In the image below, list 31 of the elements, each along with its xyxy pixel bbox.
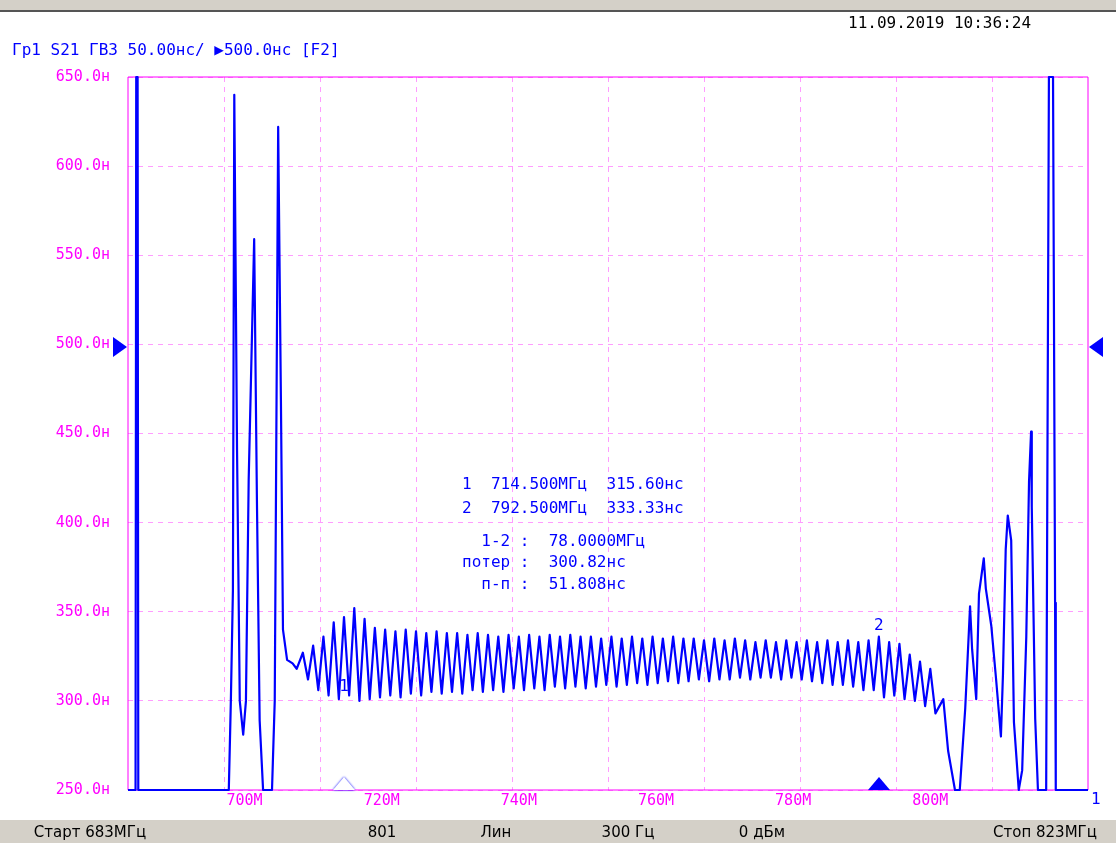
y-tick-label: 250.0н [55, 779, 110, 798]
annotation: 1 [1091, 789, 1101, 809]
annotation: 2 792.500МГц 333.33нс [462, 498, 684, 517]
text: 0 дБм [738, 823, 786, 841]
text: Стоп 823МГц [993, 823, 1097, 841]
annotation: п-п : 51.808нс [480, 574, 626, 593]
text: 300 Гц [601, 823, 655, 841]
x-tick-label: 740M [500, 790, 537, 809]
y-tick-label: 300.0н [55, 690, 110, 709]
annotation: потер : 300.82нс [462, 552, 626, 571]
chart-title: Гр1 S21 ГВЗ 50.00нс/ ▶500.0нс [F2] [12, 40, 340, 59]
x-tick-label: 780M [775, 790, 812, 809]
text: Лин [480, 823, 512, 841]
annotation: 1-2 : 78.0000МГц [480, 531, 646, 550]
text: 11.09.2019 10:36:24 [848, 13, 1032, 32]
x-tick-label: 720M [363, 790, 400, 809]
y-tick-label: 450.0н [55, 423, 110, 442]
annotation: 1 714.500МГц 315.60нс [462, 474, 684, 493]
y-tick-label: 400.0н [55, 512, 110, 531]
x-tick-label: 800M [912, 790, 949, 809]
x-tick-label: 760M [637, 790, 675, 809]
y-tick-label: 500.0н [55, 334, 110, 353]
y-tick-label: 600.0н [55, 156, 110, 175]
x-tick-label: 700M [226, 790, 263, 809]
annotation: 2 [874, 614, 884, 634]
text: Старт 683МГц [33, 823, 147, 841]
y-tick-label: 650.0н [55, 66, 110, 85]
annotation: 1 [339, 676, 349, 696]
y-tick-label: 350.0н [55, 601, 110, 620]
y-tick-label: 550.0н [55, 245, 110, 264]
text: 801 [367, 823, 397, 841]
